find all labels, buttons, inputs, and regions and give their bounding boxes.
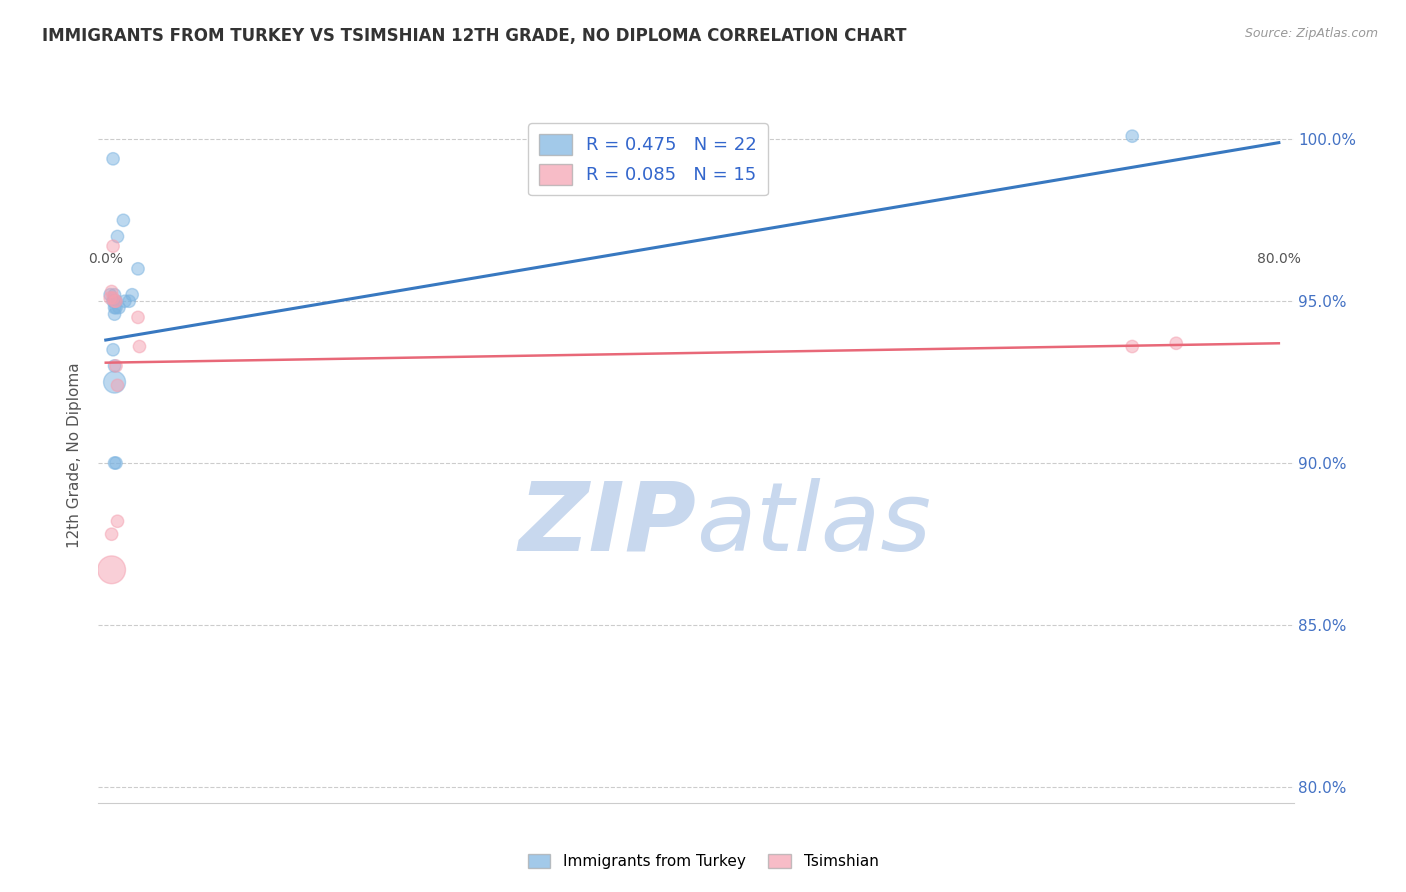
Point	[105, 456, 128, 470]
Point	[103, 301, 125, 315]
Text: Source: ZipAtlas.com: Source: ZipAtlas.com	[1244, 27, 1378, 40]
Point	[121, 287, 143, 301]
Point	[105, 294, 128, 309]
Point	[108, 301, 131, 315]
Point	[103, 359, 125, 373]
Point	[101, 294, 124, 309]
Point	[101, 291, 124, 305]
Point	[1166, 336, 1188, 351]
Legend: Immigrants from Turkey, Tsimshian: Immigrants from Turkey, Tsimshian	[522, 848, 884, 875]
Point	[100, 527, 122, 541]
Point	[101, 152, 124, 166]
Point	[107, 514, 129, 528]
Text: IMMIGRANTS FROM TURKEY VS TSIMSHIAN 12TH GRADE, NO DIPLOMA CORRELATION CHART: IMMIGRANTS FROM TURKEY VS TSIMSHIAN 12TH…	[42, 27, 907, 45]
Point	[103, 456, 125, 470]
Point	[105, 301, 128, 315]
Point	[101, 343, 124, 357]
Point	[107, 378, 129, 392]
Point	[103, 375, 125, 389]
Point	[103, 307, 125, 321]
Y-axis label: 12th Grade, No Diploma: 12th Grade, No Diploma	[67, 362, 83, 548]
Point	[103, 294, 125, 309]
Point	[127, 261, 149, 276]
Point	[98, 291, 121, 305]
Point	[1121, 339, 1143, 353]
Point	[112, 213, 135, 227]
Point	[114, 294, 136, 309]
Point	[98, 287, 121, 301]
Point	[107, 229, 129, 244]
Text: atlas: atlas	[696, 478, 931, 571]
Point	[100, 285, 122, 299]
Text: 0.0%: 0.0%	[89, 252, 124, 267]
Point	[127, 310, 149, 325]
Point	[118, 294, 141, 309]
Point	[128, 339, 150, 353]
Point	[103, 287, 125, 301]
Point	[105, 294, 128, 309]
Point	[105, 359, 128, 373]
Legend: R = 0.475   N = 22, R = 0.085   N = 15: R = 0.475 N = 22, R = 0.085 N = 15	[529, 123, 768, 195]
Point	[103, 294, 125, 309]
Point	[1121, 129, 1143, 144]
Point	[101, 239, 124, 253]
Text: ZIP: ZIP	[517, 478, 696, 571]
Text: 80.0%: 80.0%	[1257, 252, 1301, 267]
Point	[100, 563, 122, 577]
